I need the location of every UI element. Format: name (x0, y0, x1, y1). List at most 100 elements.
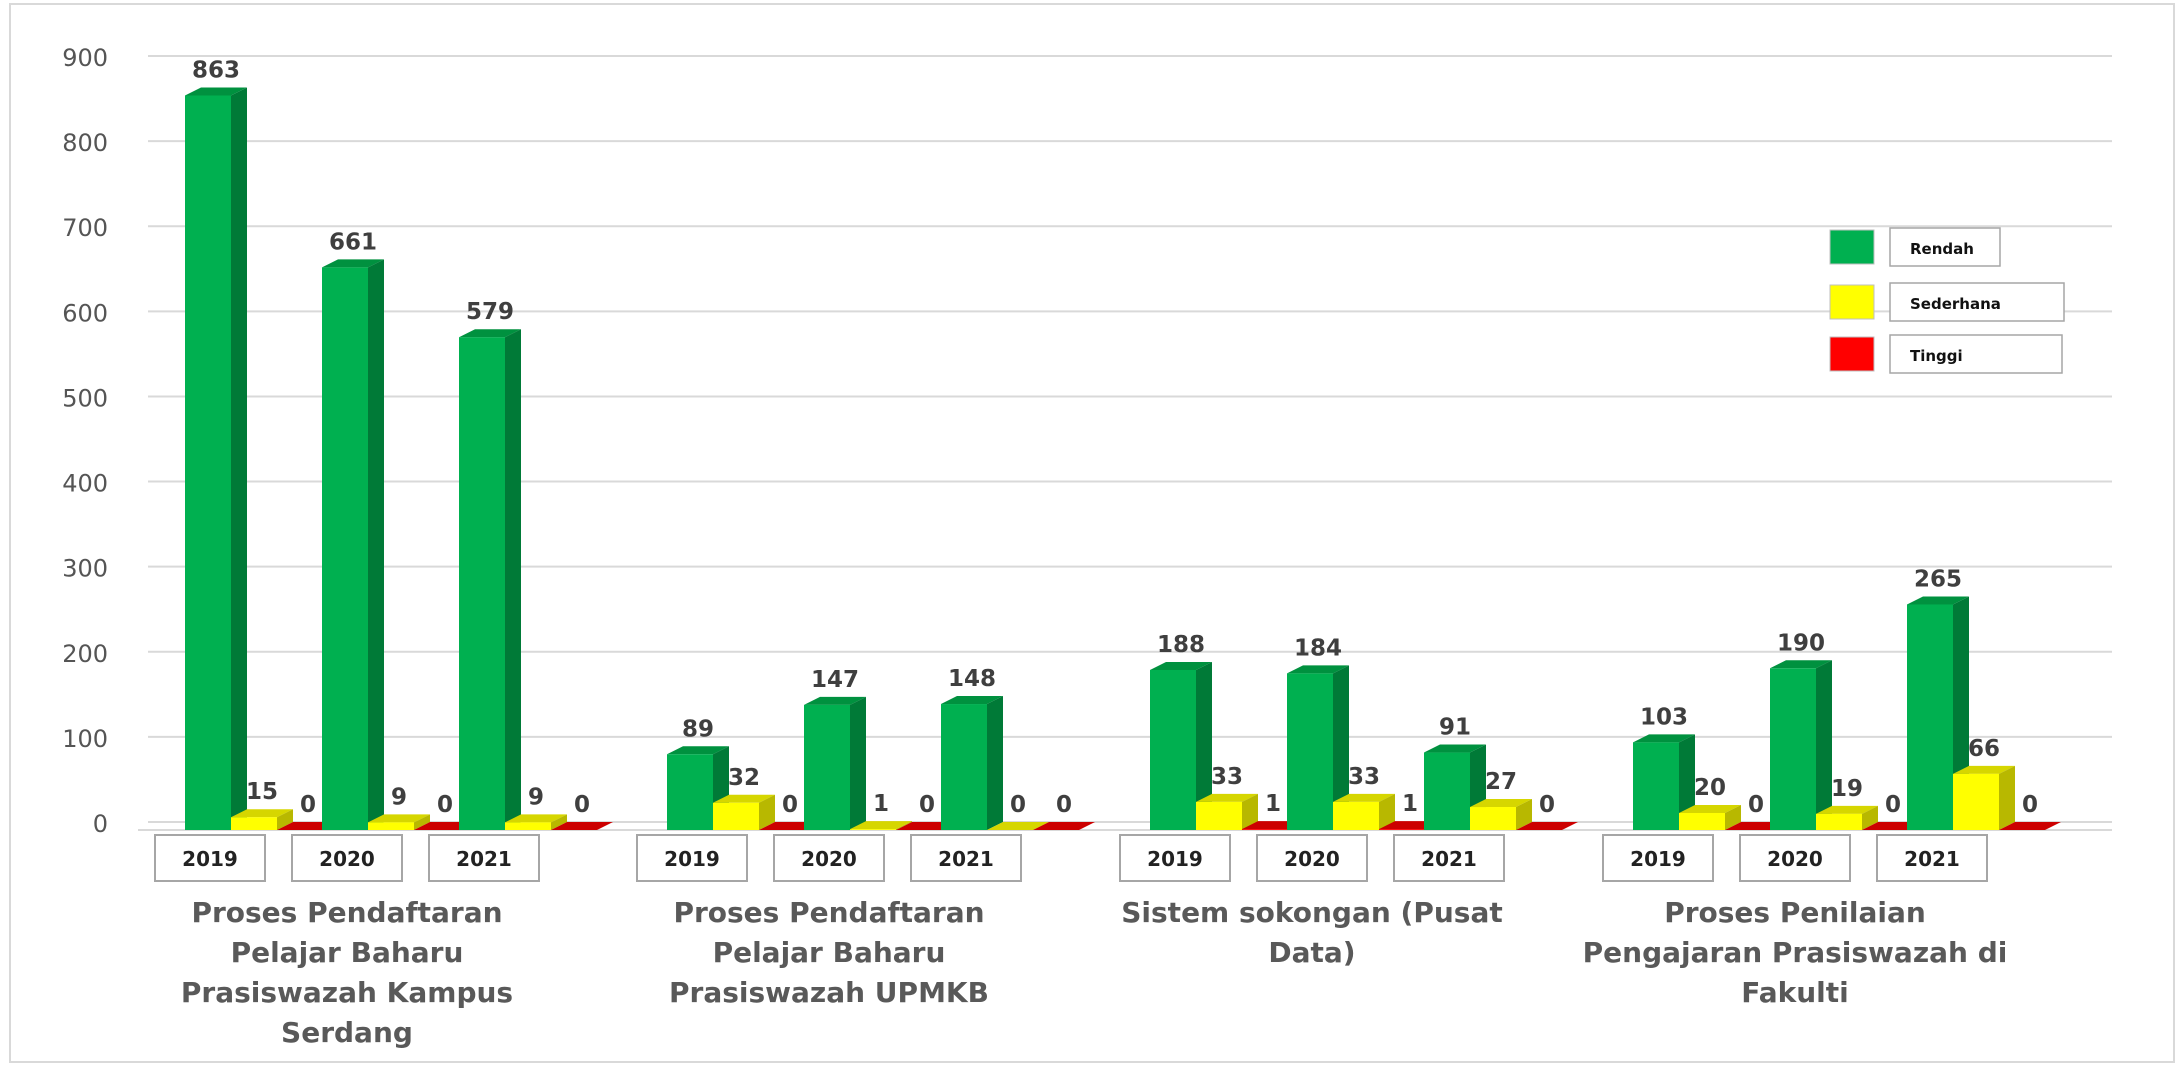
bar-top (850, 821, 912, 830)
bar (1953, 773, 1999, 830)
x-tick-label: 2021 (456, 847, 512, 871)
bar (804, 704, 850, 830)
bar (1907, 604, 1953, 830)
category-label: Pengajaran Prasiswazah di (1583, 936, 2008, 969)
y-tick-label: 700 (62, 214, 108, 242)
bar (1242, 829, 1288, 830)
data-label: 9 (391, 784, 407, 810)
bar (1379, 829, 1425, 830)
year-box (1876, 834, 1988, 882)
data-label: 9 (528, 784, 544, 810)
bar-top (1033, 822, 1095, 830)
year-box (428, 834, 540, 882)
bar-side (1999, 765, 2015, 830)
data-label: 19 (1831, 776, 1863, 802)
data-label: 1 (1402, 791, 1418, 817)
x-tick-label: 2021 (938, 847, 994, 871)
data-label: 0 (437, 792, 453, 818)
data-label: 0 (1885, 792, 1901, 818)
bar-top (1999, 822, 2061, 830)
bar-side (1862, 805, 1878, 830)
y-tick-label: 200 (62, 640, 108, 668)
bar (1333, 801, 1379, 830)
bar-side (505, 329, 521, 830)
legend-swatch (1829, 284, 1875, 320)
bar-top (713, 794, 775, 803)
year-box (291, 834, 403, 882)
x-tick-label: 2020 (801, 847, 857, 871)
legend-label: Rendah (1910, 240, 1974, 258)
bar-side (1242, 793, 1258, 830)
data-label: 66 (1968, 736, 2000, 762)
bar (1196, 801, 1242, 830)
bar (1424, 752, 1470, 830)
bar (1150, 669, 1196, 830)
bar-top (459, 329, 521, 338)
y-tick-label: 400 (62, 470, 108, 498)
y-tick-label: 600 (62, 299, 108, 327)
bar-top (1953, 765, 2015, 774)
bar-side (551, 814, 567, 830)
data-label: 20 (1694, 775, 1726, 801)
bar (1816, 813, 1862, 830)
year-box (1256, 834, 1368, 882)
bar-top (667, 746, 729, 755)
data-label: 89 (682, 716, 714, 742)
data-label: 1 (1265, 791, 1281, 817)
year-box (773, 834, 885, 882)
category-label: Data) (1268, 936, 1355, 969)
x-tick-label: 2021 (1421, 847, 1477, 871)
data-label: 188 (1157, 632, 1205, 658)
bar-side (1516, 799, 1532, 830)
bar (505, 822, 551, 830)
bar (713, 802, 759, 830)
data-label: 1 (873, 791, 889, 817)
data-label: 147 (811, 667, 859, 693)
bar-top (1196, 793, 1258, 802)
category-label: Proses Penilaian (1664, 896, 1926, 929)
bar-side (368, 259, 384, 831)
bar (459, 337, 505, 830)
data-label: 579 (466, 299, 514, 325)
data-label: 0 (919, 792, 935, 818)
bar-side (896, 821, 912, 830)
bar (941, 704, 987, 830)
bar-side (1333, 665, 1349, 830)
bar-top (368, 814, 430, 823)
bar-side (1196, 661, 1212, 830)
bar (368, 822, 414, 830)
y-tick-label: 0 (93, 810, 108, 838)
bar-top (1470, 799, 1532, 808)
bar-side (414, 814, 430, 830)
bar (667, 754, 713, 830)
bar-side (850, 696, 866, 830)
legend-box (1889, 282, 2065, 322)
bar (231, 817, 277, 830)
bar-top (1679, 804, 1741, 813)
legend-label: Sederhana (1910, 295, 2001, 313)
data-label: 0 (1539, 792, 1555, 818)
x-tick-label: 2019 (182, 847, 238, 871)
bar (1633, 742, 1679, 830)
x-tick-label: 2020 (1767, 847, 1823, 871)
category-label: Serdang (281, 1016, 413, 1049)
data-label: 32 (728, 765, 760, 791)
legend-swatch (1829, 229, 1875, 265)
bar-top (1770, 660, 1832, 669)
year-box (910, 834, 1022, 882)
bar-side (1679, 734, 1695, 830)
x-tick-label: 2021 (1904, 847, 1960, 871)
bar-side (1725, 804, 1741, 830)
category-label: Prasiswazah UPMKB (669, 976, 989, 1009)
bar-side (1379, 793, 1395, 830)
bar (1679, 812, 1725, 830)
y-tick-label: 500 (62, 384, 108, 412)
data-label: 0 (2022, 792, 2038, 818)
bar (185, 95, 231, 831)
year-box (1602, 834, 1714, 882)
data-label: 33 (1211, 764, 1243, 790)
data-label: 0 (1056, 792, 1072, 818)
bar-top (1333, 793, 1395, 802)
y-tick-label: 900 (62, 44, 108, 72)
